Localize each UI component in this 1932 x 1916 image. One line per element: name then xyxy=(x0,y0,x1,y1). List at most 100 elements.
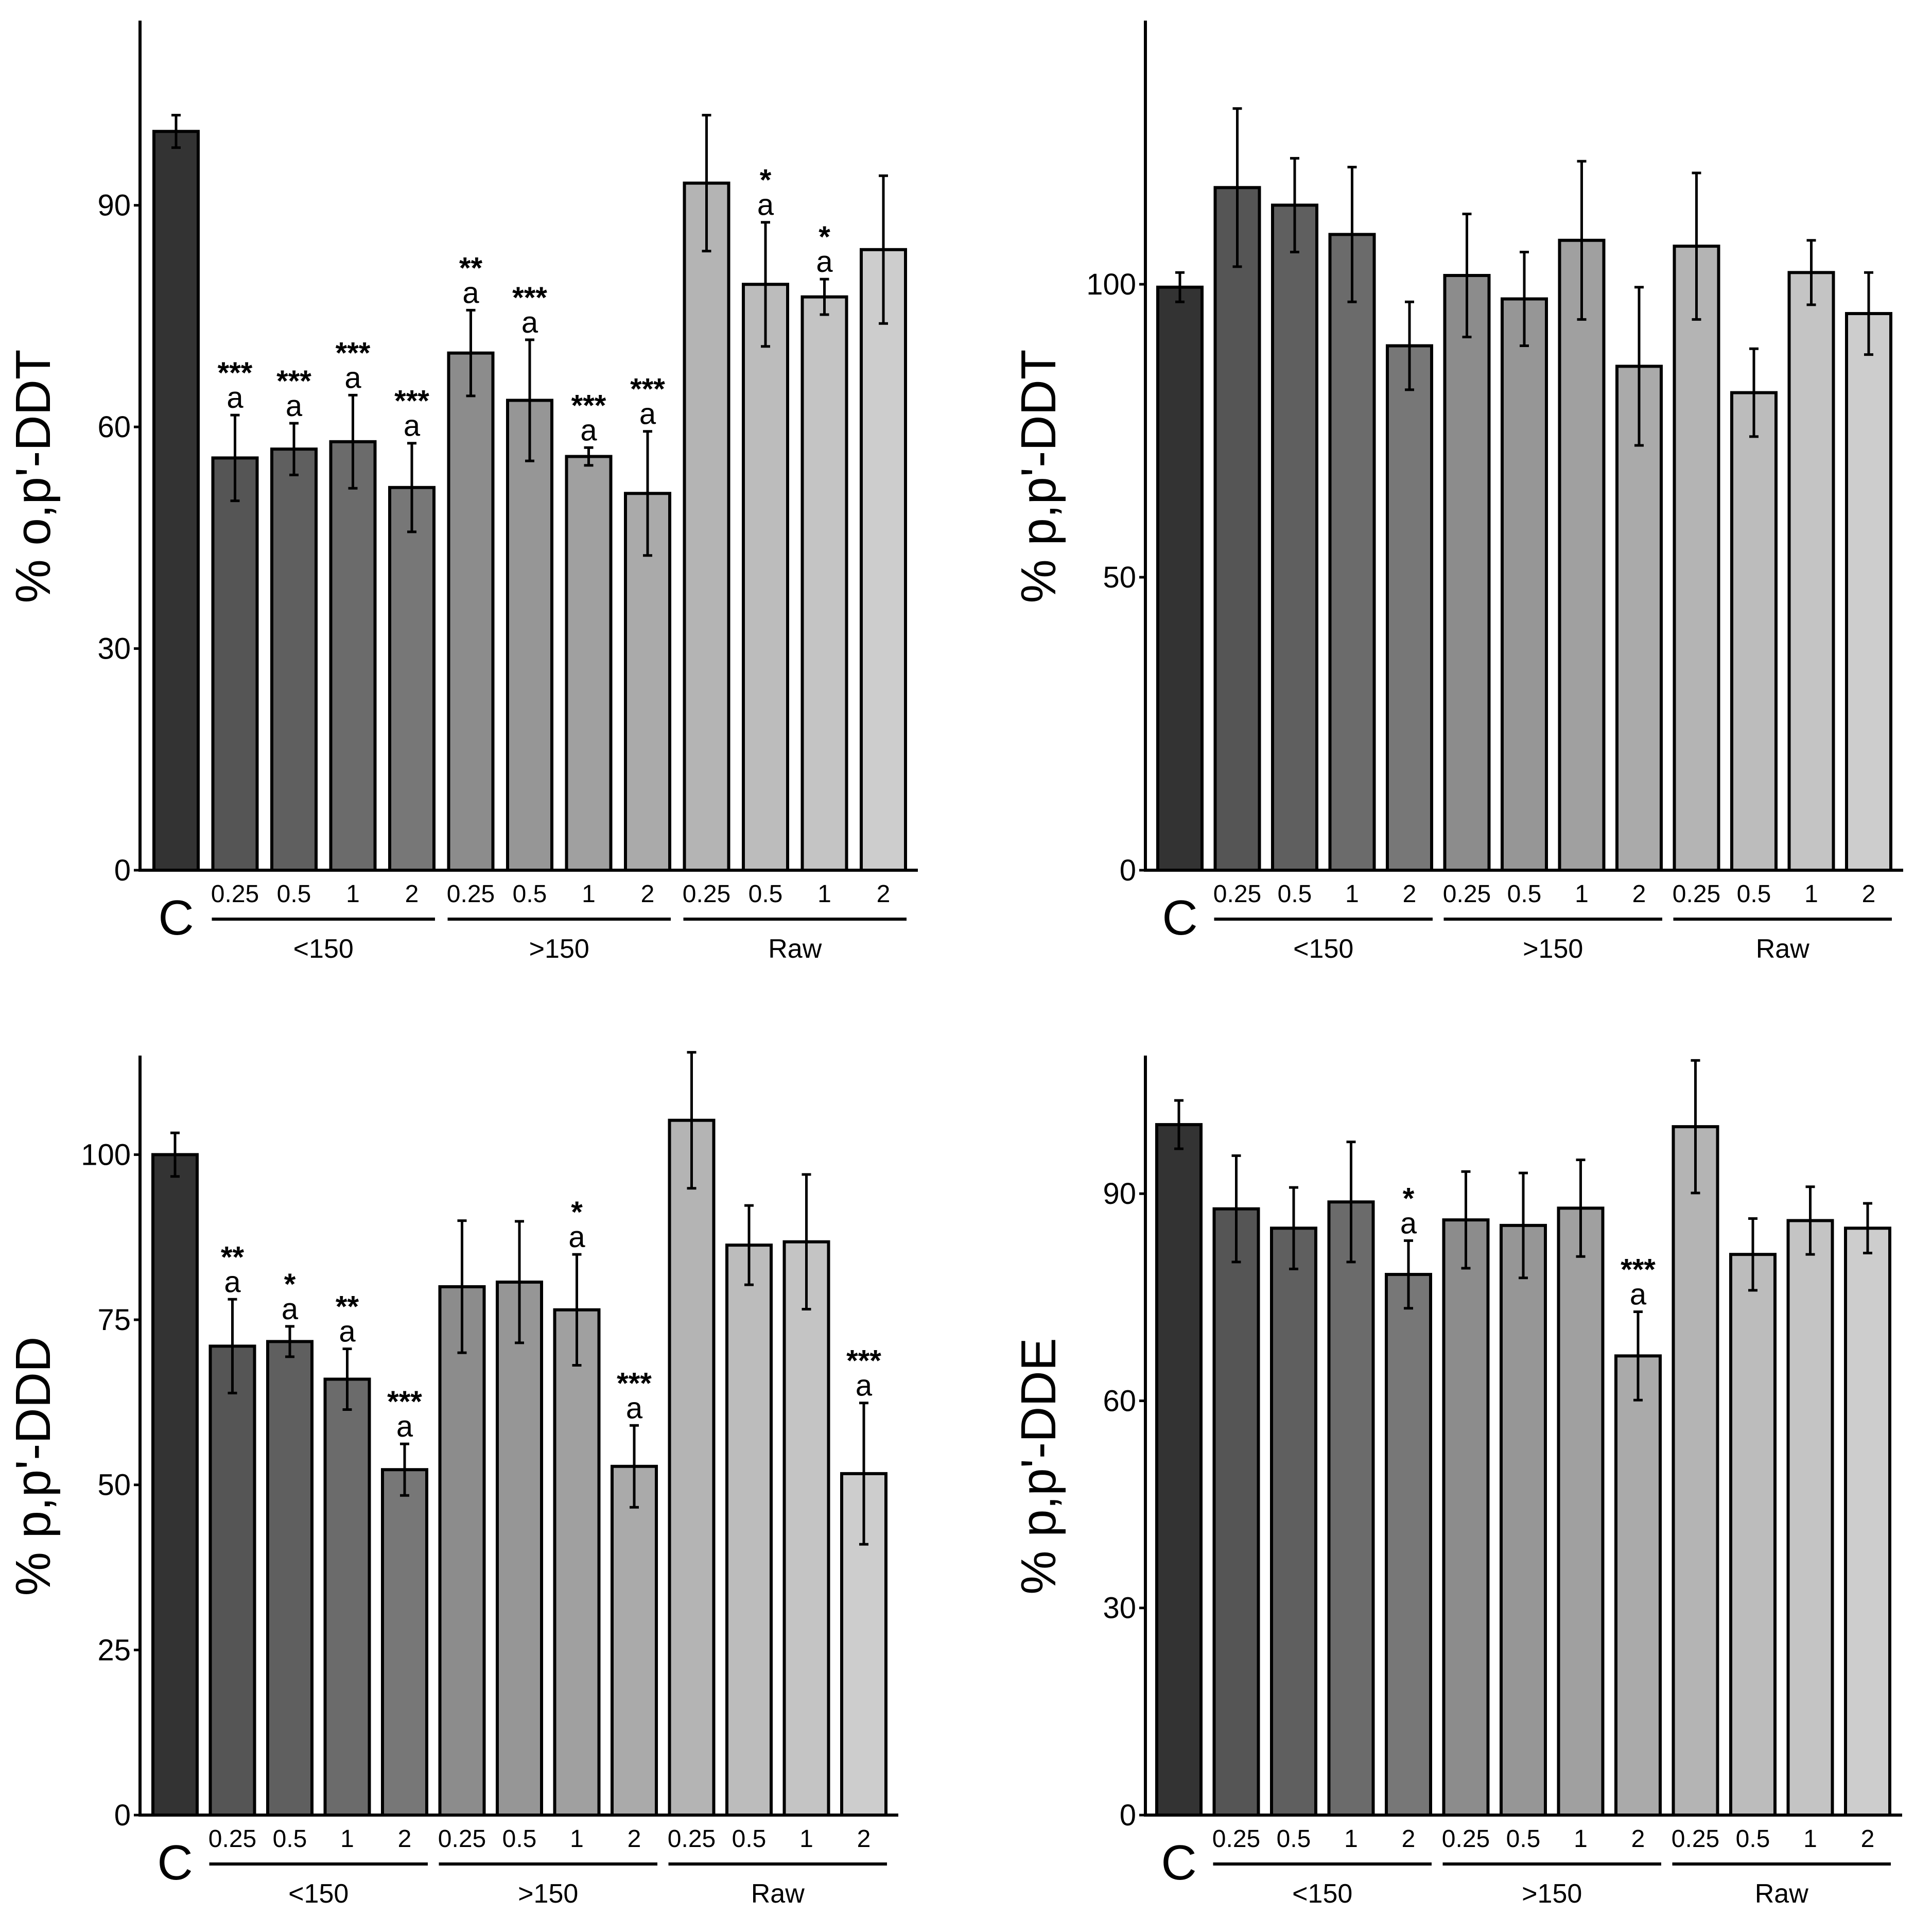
bar-3 xyxy=(1328,233,1376,872)
annotation-letter-10: a xyxy=(757,188,774,222)
y-tick-label-0: 0 xyxy=(114,1799,131,1832)
error-bar-12 xyxy=(879,174,888,325)
error-bar-6 xyxy=(1519,1171,1528,1280)
annotation-letter-1: a xyxy=(227,381,243,415)
error-bar-0 xyxy=(1175,271,1185,303)
bar-11 xyxy=(1786,1219,1834,1817)
group-label-1: >150 xyxy=(1522,1879,1582,1909)
bar-12 xyxy=(1845,312,1892,872)
annotation-letter-3: a xyxy=(344,361,361,394)
annotation-letter-7: a xyxy=(580,413,597,447)
y-tick-label-0: 0 xyxy=(1120,1799,1136,1832)
x-tick-label-12: 2 xyxy=(877,881,891,908)
bar-1 xyxy=(1213,186,1261,872)
group-label-0: <150 xyxy=(1293,934,1353,964)
bar-11 xyxy=(800,295,848,872)
bar-0 xyxy=(1155,1123,1203,1817)
bar-1 xyxy=(208,1344,256,1817)
x-tick-label-6: 0.5 xyxy=(1507,881,1542,908)
y-tick-label-2: 50 xyxy=(97,1469,131,1502)
bar-8 xyxy=(611,1464,658,1817)
x-tick-label-5: 0.25 xyxy=(438,1825,486,1853)
bar-2 xyxy=(270,447,318,872)
annotation-stars-8: *** xyxy=(617,1367,652,1400)
x-tick-label-3: 1 xyxy=(1345,881,1359,908)
annotation-stars-1: *** xyxy=(218,356,253,390)
error-bar-1 xyxy=(1232,107,1242,268)
x-tick-label-3: 1 xyxy=(346,881,360,908)
x-tick-label-6: 0.5 xyxy=(513,881,547,908)
y-axis-label: % p,p'-DDT xyxy=(1011,349,1066,603)
bar-0 xyxy=(152,130,200,872)
error-bar-7 xyxy=(1576,1158,1586,1258)
error-bar-10 xyxy=(761,221,770,348)
y-axis-label: % p,p'-DDD xyxy=(6,1337,61,1596)
annotation-letter-1: a xyxy=(224,1265,241,1299)
error-bar-0 xyxy=(1174,1099,1183,1150)
y-tick-label-0: 0 xyxy=(114,854,131,887)
y-tick-label-1: 30 xyxy=(97,632,131,666)
panel-pp-ddt: 0 50 100 % p,p'-DDT C 0.25 0.5 1 2 0.25 0.5 1 2 0.25 0… xyxy=(1011,21,1903,964)
annotation-stars-6: *** xyxy=(512,281,547,315)
x-tick-label-10: 0.5 xyxy=(1736,1825,1770,1853)
x-tick-label-6: 0.5 xyxy=(1506,1825,1541,1853)
bar-4 xyxy=(388,486,436,872)
x-tick-label-11: 1 xyxy=(817,881,831,908)
x-tick-label-2: 0.5 xyxy=(277,881,311,908)
y-tick-label-2: 60 xyxy=(97,410,131,444)
group-label-2: Raw xyxy=(768,934,822,964)
x-tick-label-control: C xyxy=(158,890,194,945)
bar-7 xyxy=(553,1308,601,1817)
error-bar-11 xyxy=(802,1173,811,1311)
annotation-stars-3: ** xyxy=(336,1290,359,1323)
error-bar-8 xyxy=(1633,1310,1643,1402)
x-tick-label-2: 0.5 xyxy=(273,1825,307,1853)
bar-2 xyxy=(1270,1227,1317,1817)
bar-5 xyxy=(438,1285,486,1817)
x-tick-label-1: 0.25 xyxy=(211,881,259,908)
error-bar-9 xyxy=(702,114,711,253)
error-bar-7 xyxy=(1577,160,1587,321)
x-tick-label-control: C xyxy=(1162,890,1197,945)
annotation-letter-4: a xyxy=(404,409,421,443)
y-axis-label: % o,p'-DDT xyxy=(6,349,61,603)
error-bar-1 xyxy=(230,413,240,503)
error-bar-5 xyxy=(1461,1170,1471,1270)
bar-10 xyxy=(1729,1253,1777,1817)
group-label-2: Raw xyxy=(1756,934,1809,964)
bar-4 xyxy=(381,1468,428,1817)
error-bar-10 xyxy=(744,1204,754,1286)
bar-9 xyxy=(683,181,730,872)
y-tick-label-2: 60 xyxy=(1103,1384,1136,1418)
error-bar-0 xyxy=(170,1131,180,1178)
annotation-stars-12: *** xyxy=(846,1344,881,1378)
bar-3 xyxy=(1327,1200,1375,1817)
x-tick-label-5: 0.25 xyxy=(1442,1825,1490,1853)
x-tick-label-8: 2 xyxy=(1632,881,1646,908)
x-tick-label-11: 1 xyxy=(1804,881,1818,908)
error-bar-7 xyxy=(584,446,594,467)
bar-6 xyxy=(1500,1223,1547,1817)
error-bar-4 xyxy=(1405,300,1414,391)
annotation-stars-3: *** xyxy=(336,336,371,370)
bar-6 xyxy=(496,1280,543,1817)
annotation-letter-6: a xyxy=(521,306,538,339)
bar-11 xyxy=(782,1240,830,1817)
y-tick-label-3: 75 xyxy=(97,1303,131,1337)
bar-6 xyxy=(1501,297,1548,872)
y-tick-label-1: 50 xyxy=(1103,561,1136,594)
group-label-1: >150 xyxy=(529,934,589,964)
error-bar-7 xyxy=(572,1253,582,1367)
annotation-stars-4: * xyxy=(1403,1182,1415,1215)
x-tick-label-12: 2 xyxy=(857,1825,871,1853)
bar-11 xyxy=(1787,271,1835,872)
x-tick-label-5: 0.25 xyxy=(447,881,495,908)
x-tick-label-9: 0.25 xyxy=(1672,1825,1719,1853)
x-tick-label-11: 1 xyxy=(1803,1825,1817,1853)
x-tick-label-12: 2 xyxy=(1861,1825,1875,1853)
bar-9 xyxy=(1673,245,1720,872)
annotation-letter-7: a xyxy=(568,1220,585,1254)
